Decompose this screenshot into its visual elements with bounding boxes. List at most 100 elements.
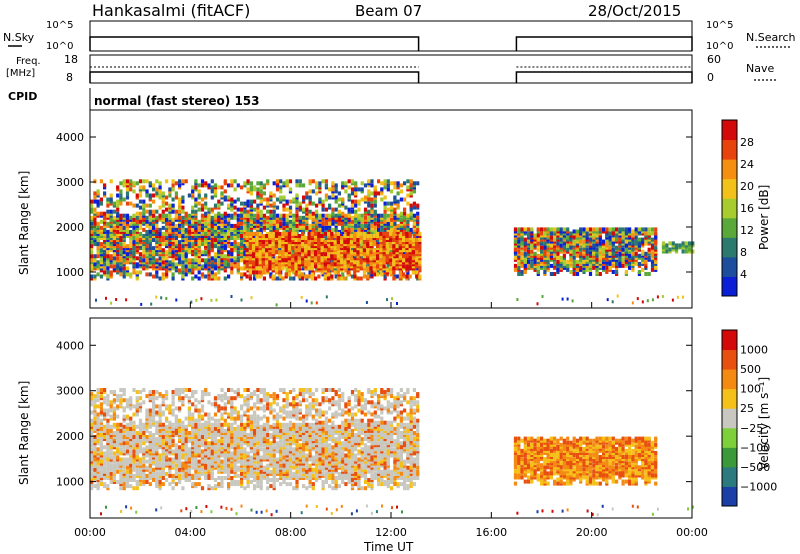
heatmap-cell — [197, 234, 201, 238]
heatmap-cell — [122, 441, 126, 446]
heatmap-cell — [178, 223, 182, 228]
heatmap-cell — [621, 263, 625, 268]
heatmap-cell — [315, 215, 319, 220]
heatmap-cell — [398, 252, 402, 257]
heatmap-cell — [90, 244, 94, 249]
heatmap-cell — [517, 235, 521, 240]
heatmap-cell — [386, 201, 390, 206]
heatmap-cell — [344, 181, 348, 186]
heatmap-cell — [608, 227, 612, 232]
heatmap-cell — [357, 223, 361, 228]
heatmap-cell — [334, 213, 338, 218]
heatmap-cell — [223, 215, 227, 220]
heatmap-cell — [354, 193, 358, 198]
heatmap-cell — [269, 223, 273, 228]
heatmap-cell — [142, 234, 146, 238]
heatmap-cell — [308, 195, 312, 200]
heatmap-cell — [416, 227, 420, 232]
heatmap-cell — [307, 252, 311, 257]
heatmap-cell — [217, 270, 221, 275]
heatmap-cell — [405, 252, 409, 257]
heatmap-cell — [194, 252, 198, 257]
heatmap-cell — [110, 301, 113, 305]
heatmap-cell — [631, 233, 635, 238]
heatmap-cell — [582, 270, 586, 274]
heatmap-cell — [171, 203, 175, 208]
heatmap-cell — [372, 248, 376, 253]
heatmap-cell — [562, 229, 566, 234]
heatmap-cell — [281, 248, 285, 253]
heatmap-cell — [145, 272, 149, 277]
heatmap-cell — [145, 234, 149, 238]
heatmap-cell — [641, 257, 645, 262]
heatmap-cell — [390, 209, 394, 214]
heatmap-cell — [119, 248, 123, 253]
heatmap-cell — [536, 237, 540, 242]
heatmap-cell — [135, 274, 139, 279]
heatmap-cell — [377, 179, 381, 184]
heatmap-cell — [262, 276, 266, 281]
heatmap-cell — [181, 256, 185, 261]
heatmap-cell — [204, 252, 208, 257]
heatmap-cell — [90, 199, 94, 204]
heatmap-cell — [602, 259, 606, 264]
heatmap-cell — [575, 235, 580, 240]
heatmap-cell — [628, 227, 632, 232]
heatmap-cell — [571, 299, 574, 303]
heatmap-cell — [99, 402, 103, 407]
heatmap-cell — [233, 187, 237, 192]
heatmap-cell — [297, 270, 301, 275]
heatmap-cell — [271, 264, 275, 269]
heatmap-cell — [405, 231, 409, 236]
heatmap-cell — [142, 215, 146, 220]
heatmap-cell — [155, 179, 159, 184]
heatmap-cell — [412, 213, 416, 218]
heatmap-cell — [327, 256, 331, 261]
heatmap-cell — [285, 213, 289, 218]
heatmap-cell — [320, 258, 324, 263]
heatmap-cell — [408, 252, 412, 257]
heatmap-cell — [416, 203, 420, 208]
heatmap-cell — [106, 199, 110, 204]
heatmap-cell — [517, 239, 521, 244]
heatmap-cell — [385, 254, 389, 259]
heatmap-cell — [301, 252, 305, 257]
heatmap-cell — [411, 248, 415, 253]
heatmap-cell — [261, 270, 265, 275]
heatmap-cell — [158, 276, 162, 281]
heatmap-cell — [125, 431, 130, 435]
heatmap-cell — [184, 234, 188, 238]
heatmap-cell — [370, 197, 374, 202]
heatmap-cell — [315, 301, 318, 305]
heatmap-cell — [191, 209, 195, 214]
heatmap-cell — [90, 250, 94, 255]
heatmap-cell — [418, 234, 422, 238]
heatmap-cell — [362, 252, 367, 257]
heatmap-cell — [275, 205, 280, 210]
heatmap-cell — [116, 185, 120, 190]
heatmap-cell — [386, 217, 390, 222]
heatmap-cell — [256, 203, 260, 208]
heatmap-cell — [112, 225, 116, 230]
heatmap-cell — [403, 215, 407, 220]
heatmap-cell — [398, 256, 402, 261]
nsearch-label: N.Search — [746, 31, 796, 44]
colorbar-swatch — [722, 159, 737, 180]
heatmap-cell — [297, 256, 301, 261]
heatmap-cell — [96, 453, 100, 458]
heatmap-cell — [204, 264, 208, 269]
heatmap-cell — [145, 256, 149, 261]
heatmap-cell — [513, 267, 518, 272]
heatmap-cell — [380, 197, 384, 202]
heatmap-cell — [109, 480, 113, 484]
heatmap-cell — [415, 270, 419, 275]
heatmap-cell — [207, 258, 211, 263]
heatmap-cell — [654, 227, 658, 232]
heatmap-cell — [373, 203, 377, 208]
heatmap-cell — [572, 251, 576, 256]
heatmap-cell — [116, 203, 120, 208]
heatmap-cell — [230, 231, 234, 236]
heatmap-cell — [324, 193, 328, 198]
heatmap-cell — [344, 189, 348, 194]
heatmap-cell — [308, 213, 312, 218]
